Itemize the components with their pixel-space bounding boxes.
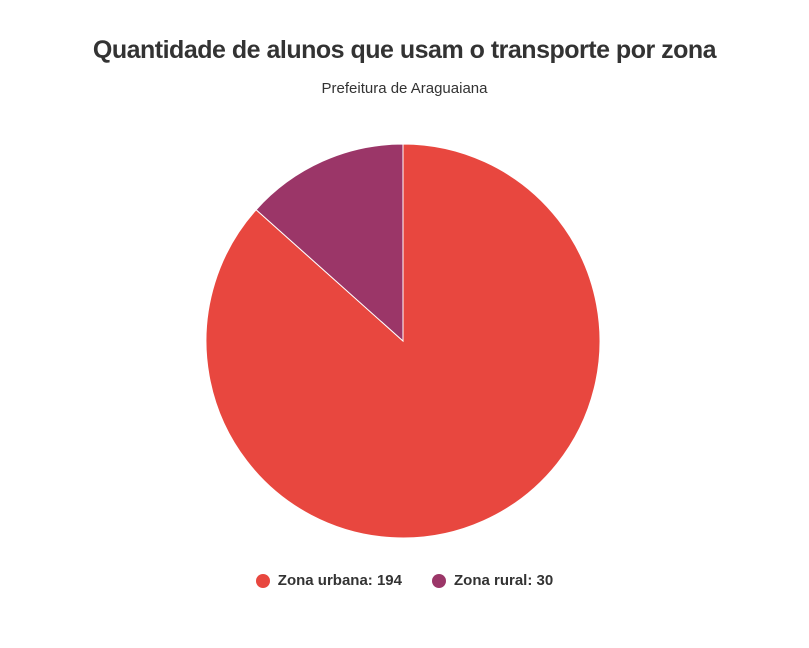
legend-marker-rural — [432, 573, 446, 588]
chart-subtitle: Prefeitura de Araguaiana — [321, 80, 488, 97]
legend-item-urbana[interactable]: Zona urbana: 194 — [255, 572, 402, 589]
legend-label-urbana: Zona urbana: 194 — [277, 572, 402, 589]
chart-title: Quantidade de alunos que usam o transpor… — [92, 36, 717, 64]
legend-item-rural[interactable]: Zona rural: 30 — [432, 572, 553, 589]
legend-marker-urbana — [255, 573, 270, 588]
legend-label-rural: Zona rural: 30 — [454, 572, 554, 589]
chart-legend: Zona urbana: 194 Zona rural: 30 — [0, 572, 809, 589]
pie-slice-zona-rural[interactable] — [255, 143, 404, 343]
